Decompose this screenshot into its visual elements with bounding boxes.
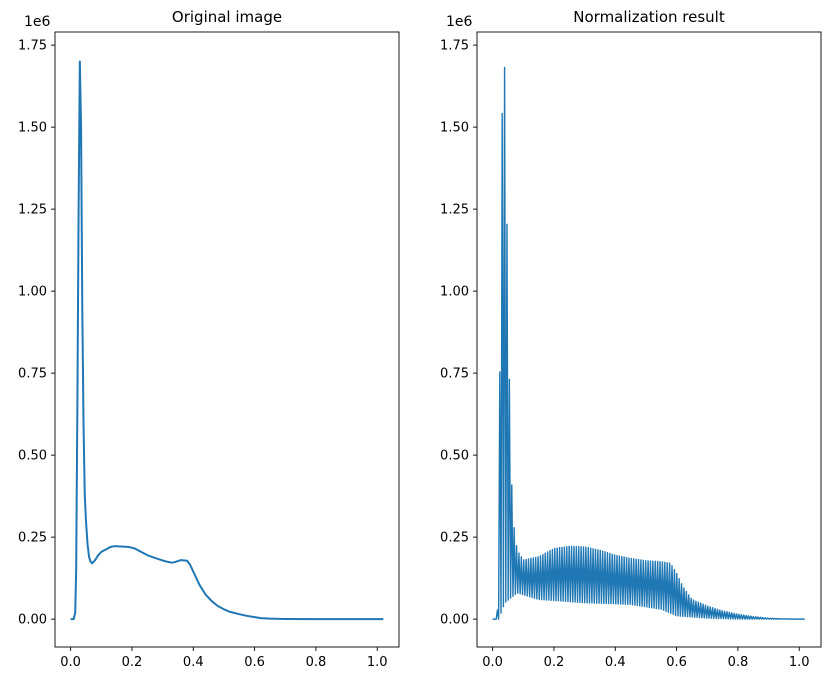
right-plot-ytick-label: 1.25 (440, 203, 469, 218)
left-plot-ytick-label: 1.25 (18, 203, 47, 218)
left-plot-ytick-label: 1.75 (18, 39, 47, 54)
right-plot-xtick-label: 0.0 (482, 655, 503, 670)
right-plot-xtick-label: 1.0 (789, 655, 810, 670)
right-plot-xtick-label: 0.6 (666, 655, 687, 670)
left-plot-xtick-label: 0.6 (244, 655, 265, 670)
left-plot-xtick-label: 0.2 (122, 655, 143, 670)
right-plot-normalization-result: Normalization result 1e6 0.0 0.2 0.4 0.6 0.8… (440, 8, 822, 670)
right-plot-ytick-label: 1.75 (440, 39, 469, 54)
right-plot-ytick-label: 0.50 (440, 449, 469, 464)
left-plot-xtick-label: 0.8 (306, 655, 327, 670)
left-plot-ytick-label: 1.00 (18, 285, 47, 300)
right-plot-frame (476, 31, 822, 648)
right-plot-ytick-label: 0.00 (440, 613, 469, 628)
left-plot-frame (54, 31, 400, 648)
left-plot-original-image: Original image 1e6 0.0 0.2 0.4 0.6 0.8 1.0 0.0… (18, 8, 400, 670)
left-plot-ytick-label: 1.50 (18, 121, 47, 136)
right-plot-offset-label: 1e6 (446, 14, 473, 30)
right-plot-xtick-label: 0.4 (605, 655, 626, 670)
right-plot-ytick-label: 1.00 (440, 285, 469, 300)
right-plot-title: Normalization result (573, 8, 725, 26)
left-plot-ytick-label: 0.75 (18, 367, 47, 382)
left-plot-xtick-label: 0.4 (183, 655, 204, 670)
right-plot-xtick-label: 0.2 (544, 655, 565, 670)
right-plot-ytick-label: 0.25 (440, 531, 469, 546)
left-plot-offset-label: 1e6 (24, 14, 51, 30)
right-plot-ytick-label: 0.75 (440, 367, 469, 382)
right-plot-series-line (492, 66, 805, 620)
right-plot-xtick-label: 0.8 (728, 655, 749, 670)
left-plot-series-line (70, 60, 384, 621)
left-plot-ytick-label: 0.25 (18, 531, 47, 546)
left-plot-xtick-label: 0.0 (60, 655, 81, 670)
left-plot-title: Original image (172, 8, 282, 26)
left-plot-xtick-label: 1.0 (367, 655, 388, 670)
left-plot-ytick-label: 0.50 (18, 449, 47, 464)
left-plot-ytick-label: 0.00 (18, 613, 47, 628)
right-plot-ytick-label: 1.50 (440, 121, 469, 136)
